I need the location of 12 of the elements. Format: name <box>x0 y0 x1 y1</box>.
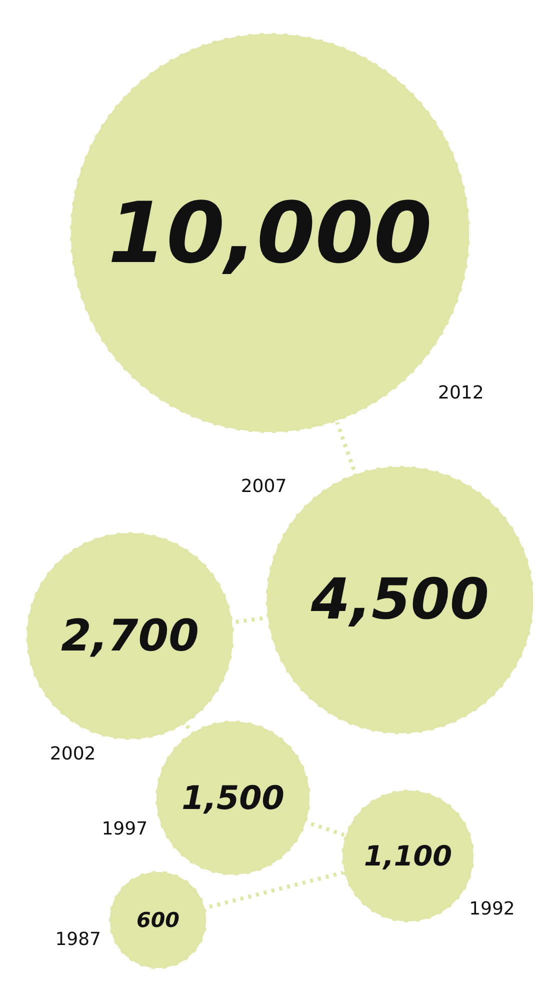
data-label: 1,500 <box>182 779 284 817</box>
category-label: 1997 <box>102 818 148 840</box>
category-label: 2007 <box>240 476 287 498</box>
category-label: 1992 <box>469 898 515 920</box>
data-label: 1,100 <box>364 840 452 872</box>
category-label: 1987 <box>55 929 102 950</box>
category-label: 2012 <box>438 382 484 404</box>
category-label: 2002 <box>50 743 96 764</box>
data-label: 2,700 <box>61 610 199 662</box>
data-label: 10,000 <box>108 184 432 282</box>
data-label: 4,500 <box>310 568 490 632</box>
data-label: 600 <box>136 908 180 932</box>
